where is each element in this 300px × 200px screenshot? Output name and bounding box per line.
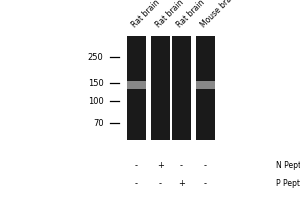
Text: N Peptide: N Peptide [276,162,300,170]
Text: -: - [180,162,183,170]
Text: Rat brain: Rat brain [175,0,207,29]
Bar [196,81,215,89]
Text: -: - [159,180,162,188]
Text: 100: 100 [88,97,103,106]
Text: P Peptide: P Peptide [276,180,300,188]
Bar [196,36,215,140]
Text: +: + [178,180,185,188]
Bar [172,36,191,140]
Text: -: - [204,180,207,188]
Bar [127,81,146,89]
Bar [127,36,146,140]
Text: -: - [135,180,138,188]
Text: 250: 250 [88,52,103,62]
Text: Rat brain: Rat brain [130,0,162,29]
Text: Mouse brain: Mouse brain [199,0,239,29]
Text: +: + [157,162,164,170]
Text: Rat brain: Rat brain [154,0,186,29]
Text: -: - [204,162,207,170]
Bar [151,36,170,140]
Text: -: - [135,162,138,170]
Text: 70: 70 [93,118,104,128]
Text: 150: 150 [88,78,103,88]
